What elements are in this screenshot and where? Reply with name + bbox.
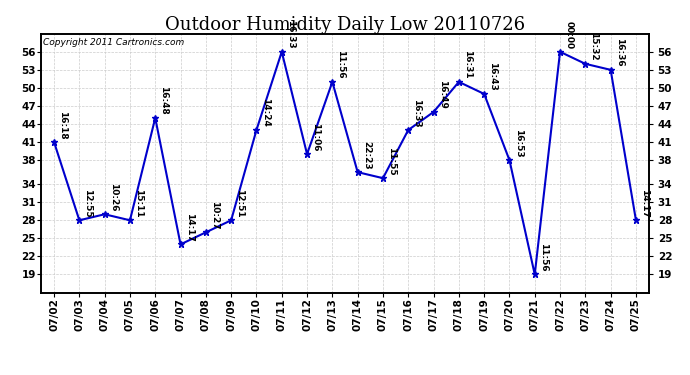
Text: Copyright 2011 Cartronics.com: Copyright 2011 Cartronics.com [43,38,184,46]
Text: 12:55: 12:55 [83,189,92,217]
Text: 10:27: 10:27 [210,201,219,229]
Text: 11:56: 11:56 [337,51,346,79]
Text: 11:56: 11:56 [539,243,548,272]
Title: Outdoor Humidity Daily Low 20110726: Outdoor Humidity Daily Low 20110726 [165,16,525,34]
Text: 11:06: 11:06 [311,123,320,152]
Text: 22:23: 22:23 [362,141,371,170]
Text: 16:43: 16:43 [489,62,497,91]
Text: 14:17: 14:17 [185,213,194,242]
Text: 16:33: 16:33 [413,99,422,127]
Text: 16:18: 16:18 [58,111,67,139]
Text: 16:31: 16:31 [463,51,472,79]
Text: 16:49: 16:49 [437,80,446,109]
Text: 12:51: 12:51 [235,189,244,217]
Text: 14:24: 14:24 [261,98,270,127]
Text: 11:55: 11:55 [387,147,396,176]
Text: 15:11: 15:11 [134,189,143,217]
Text: 15:32: 15:32 [589,32,598,61]
Text: 00:00: 00:00 [564,21,573,49]
Text: 10:26: 10:26 [109,183,118,211]
Text: 14:17: 14:17 [640,189,649,218]
Text: 16:36: 16:36 [615,39,624,67]
Text: 16:33: 16:33 [286,20,295,49]
Text: 16:48: 16:48 [159,87,168,115]
Text: 16:53: 16:53 [513,129,522,158]
